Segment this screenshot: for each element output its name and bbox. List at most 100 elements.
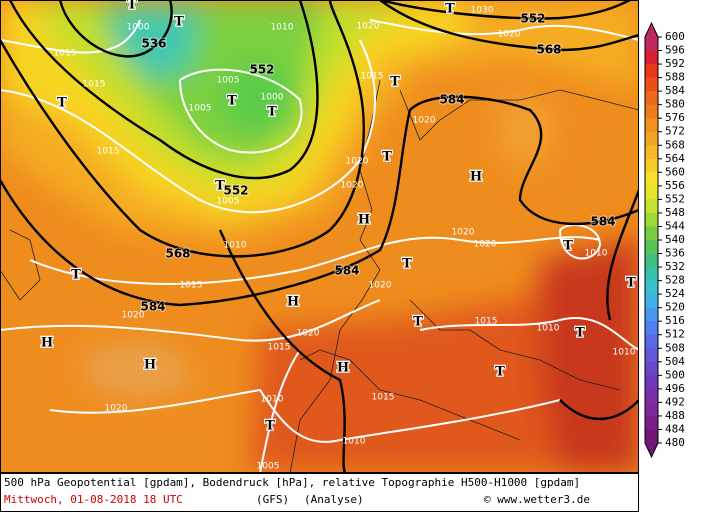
colorbar-swatch (645, 118, 658, 133)
colorbar-swatch (645, 321, 658, 336)
colorbar-label: 596 (665, 44, 685, 57)
isobar-label: 1000 (127, 23, 150, 33)
colorbar-label: 536 (665, 247, 685, 260)
colorbar-label: 564 (665, 152, 685, 165)
colorbar-swatch (645, 131, 658, 146)
pressure-center-marker: T (71, 268, 81, 283)
geopotential-label: 568 (165, 247, 190, 261)
isobar-label: 1030 (471, 6, 494, 16)
isobar-label: 1010 (343, 437, 366, 447)
geopotential-contours (0, 0, 639, 473)
isobar-label: 1020 (297, 329, 320, 339)
colorbar-swatch (645, 415, 658, 430)
isobar-label: 1005 (217, 76, 240, 86)
geopotential-label: 552 (520, 12, 545, 26)
footer-frame (0, 473, 639, 512)
footer-run: (Analyse) (304, 493, 364, 506)
colorbar-swatch (645, 402, 658, 417)
colorbar-swatch (645, 267, 658, 282)
colorbar-label: 484 (665, 422, 685, 435)
isobar-label: 1015 (475, 317, 498, 327)
isobar-label: 1010 (224, 241, 247, 251)
isobar-label: 1015 (83, 80, 106, 90)
colorbar-swatch (645, 334, 658, 349)
colorbar-swatch (645, 361, 658, 376)
colorbar-label: 504 (665, 355, 685, 368)
isobar-label: 1010 (261, 395, 284, 405)
colorbar-swatch (645, 104, 658, 119)
colorbar-label: 480 (665, 436, 685, 449)
isobar-label: 1010 (537, 324, 560, 334)
colorbar-swatch (645, 294, 658, 309)
pressure-center-marker: T (563, 239, 573, 254)
colorbar-top-cap (645, 23, 658, 37)
pressure-center-marker: T (174, 15, 184, 30)
geopotential-label: 584 (140, 300, 165, 314)
pressure-center-marker: T (267, 105, 277, 120)
colorbar-swatch (645, 37, 658, 52)
isobar-label: 1005 (257, 462, 280, 472)
isobar-label: 1020 (122, 311, 145, 321)
pressure-center-marker: T (390, 75, 400, 90)
colorbar-swatch (645, 253, 658, 268)
pressure-center-marker: T (57, 96, 67, 111)
isobar-label: 1020 (105, 404, 128, 414)
colorbar-swatch (645, 64, 658, 79)
isobar-label: 1015 (361, 72, 384, 82)
pressure-center-marker: T (227, 94, 237, 109)
pressure-center-marker: T (265, 419, 275, 434)
isobar-label: 1015 (97, 147, 120, 157)
geopotential-label: 552 (249, 63, 274, 77)
colorbar-label: 512 (665, 328, 685, 341)
pressure-center-marker: T (413, 315, 423, 330)
footer-date: Mittwoch, 01-08-2018 18 UTC (4, 493, 183, 506)
colorbar-swatch (645, 429, 658, 444)
isobar-label: 1015 (372, 393, 395, 403)
isobar-label: 1020 (452, 228, 475, 238)
isobar-label: 1015 (268, 343, 291, 353)
isobars (0, 19, 639, 473)
colorbar-label: 548 (665, 206, 685, 219)
pressure-center-marker: T (402, 257, 412, 272)
colorbar-label: 516 (665, 314, 685, 327)
isobar-label: 1020 (369, 281, 392, 291)
colorbar-swatch (645, 240, 658, 255)
pressure-center-marker: H (358, 213, 370, 228)
colorbar-label: 576 (665, 111, 685, 124)
isobar-label: 1005 (189, 104, 212, 114)
isobar-label: 1010 (271, 23, 294, 33)
colorbar-swatch (645, 375, 658, 390)
pressure-center-marker: T (445, 2, 455, 17)
isobar-label: 1005 (217, 197, 240, 207)
colorbar-swatch (645, 226, 658, 241)
map-area (0, 0, 639, 473)
isobar-label: 1015 (180, 281, 203, 291)
isobar-label: 1020 (474, 240, 497, 250)
colorbar-label: 544 (665, 219, 685, 232)
colorbar-label: 584 (665, 84, 685, 97)
pressure-center-marker: T (626, 276, 636, 291)
colorbar-swatch (645, 348, 658, 363)
colorbar-swatch (645, 199, 658, 214)
colorbar-swatch (645, 50, 658, 65)
colorbar-label: 528 (665, 274, 685, 287)
colorbar-swatch (645, 307, 658, 322)
pressure-center-marker: H (470, 170, 482, 185)
isobar-label: 1000 (261, 93, 284, 103)
colorbar-swatch (645, 145, 658, 160)
footer-model: (GFS) (256, 493, 289, 506)
map-labels: 1015 1015 1015 1000 1010 1020 1005 1005 1000 1005… (40, 0, 638, 472)
pressure-center-marker: T (127, 0, 137, 13)
colorbar-label: 556 (665, 179, 685, 192)
colorbar-label: 492 (665, 395, 685, 408)
colorbar-label: 552 (665, 192, 685, 205)
pressure-center-marker: H (337, 361, 349, 376)
pressure-center-marker: H (41, 336, 53, 351)
colorbar-swatch (645, 388, 658, 403)
colorbar-label: 508 (665, 341, 685, 354)
geopotential-label: 568 (536, 43, 561, 57)
pressure-center-marker: H (144, 358, 156, 373)
geopotential-label: 536 (141, 37, 166, 51)
